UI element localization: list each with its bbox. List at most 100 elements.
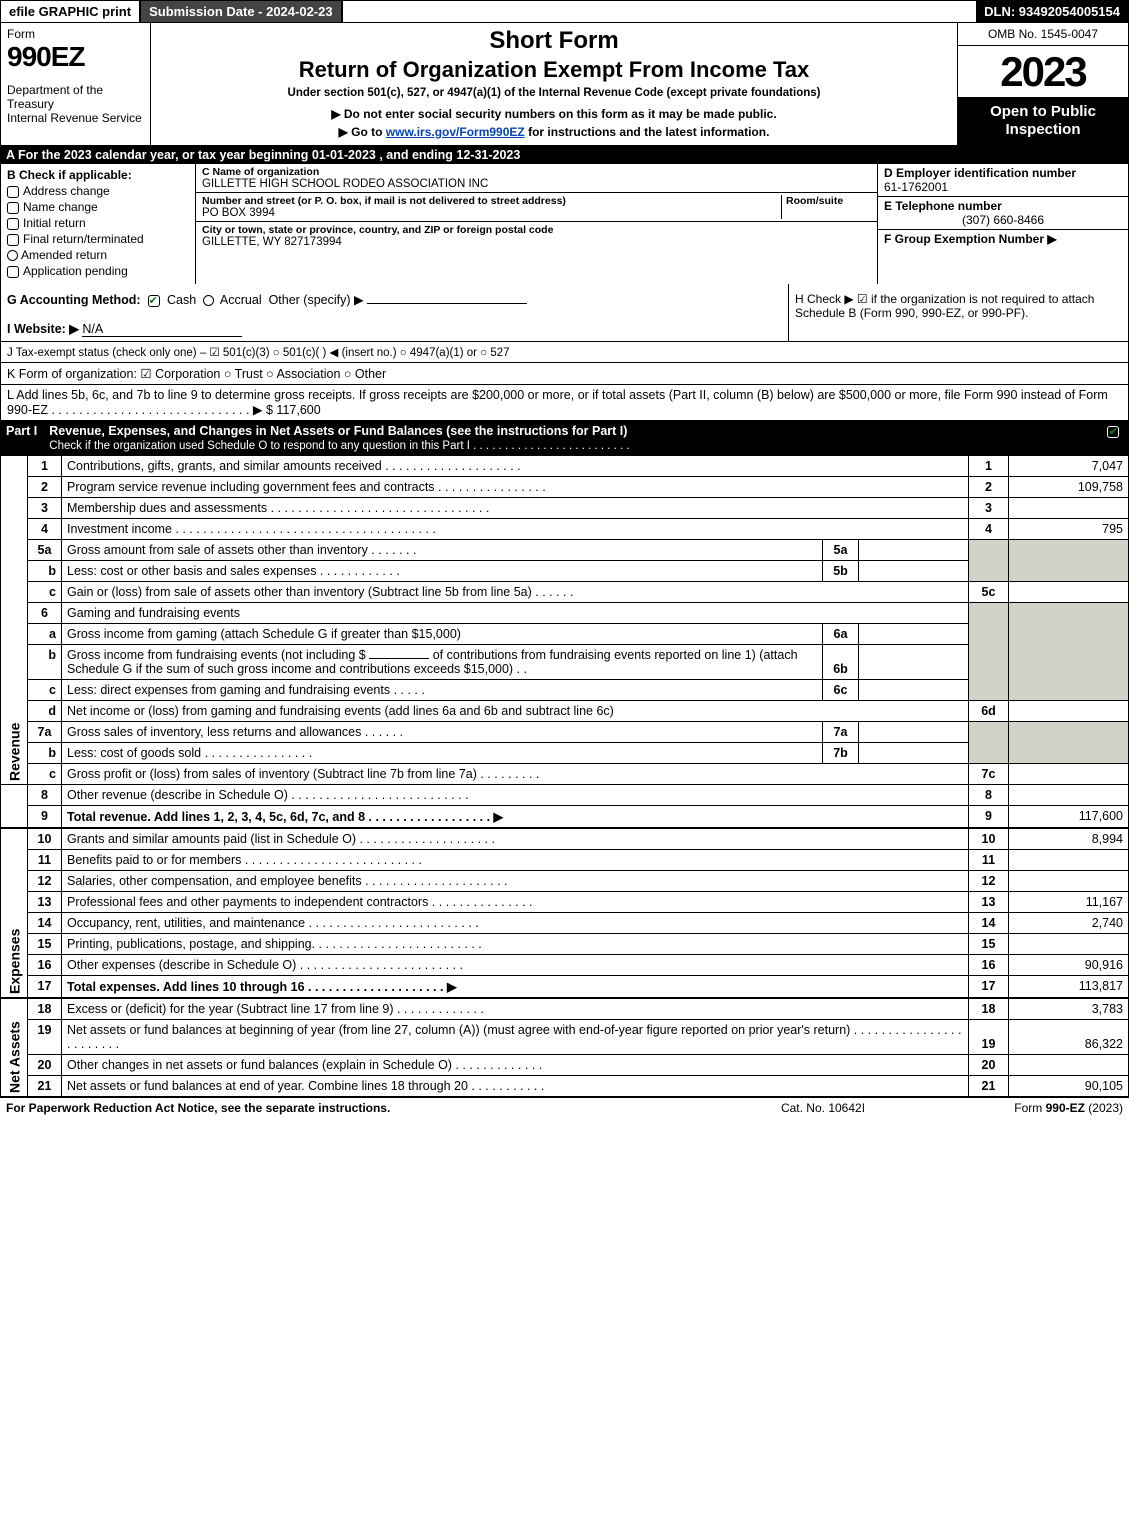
rln-4: 4 [969,519,1009,540]
ln-5c: c [28,582,62,603]
netassets-side-label: Net Assets [1,999,28,1097]
desc-1: Contributions, gifts, grants, and simila… [62,456,969,477]
mln-6a: 6a [823,624,859,645]
rln-10: 10 [969,829,1009,850]
rln-6d: 6d [969,701,1009,722]
desc-4: Investment income . . . . . . . . . . . … [62,519,969,540]
mval-6a [859,624,969,645]
desc-14: Occupancy, rent, utilities, and maintena… [62,913,969,934]
ein-value: 61-1762001 [884,180,1122,194]
line-l-value: 117,600 [276,403,320,417]
desc-6a: Gross income from gaming (attach Schedul… [62,624,823,645]
ln-20: 20 [28,1055,62,1076]
c-name-label: C Name of organization [202,166,871,178]
ln-14: 14 [28,913,62,934]
form-number: 990EZ [7,41,144,73]
room-label: Room/suite [786,195,871,207]
spacer [343,1,977,22]
rln-18: 18 [969,999,1009,1020]
desc-20: Other changes in net assets or fund bala… [62,1055,969,1076]
chk-amended-return[interactable]: Amended return [7,248,189,262]
mval-7b [859,743,969,764]
chk-accrual[interactable] [203,295,214,306]
ln-6: 6 [28,603,62,624]
rln-7c: 7c [969,764,1009,785]
revenue-side-label-2 [1,785,28,828]
efile-print-link[interactable]: efile GRAPHIC print [1,1,139,22]
desc-19: Net assets or fund balances at beginning… [62,1020,969,1055]
revenue-table: Revenue 1 Contributions, gifts, grants, … [0,455,1129,828]
ln-11: 11 [28,850,62,871]
mval-6c [859,680,969,701]
goto-pre: ▶ Go to [339,125,386,139]
line-a: A For the 2023 calendar year, or tax yea… [0,146,1129,164]
val-17: 113,817 [1009,976,1129,998]
val-7c [1009,764,1129,785]
rln-21: 21 [969,1076,1009,1097]
val-21: 90,105 [1009,1076,1129,1097]
ln-5b: b [28,561,62,582]
footer-left: For Paperwork Reduction Act Notice, see … [6,1101,723,1115]
ln-2: 2 [28,477,62,498]
rln-8: 8 [969,785,1009,806]
ln-7b: b [28,743,62,764]
section-bcdef: B Check if applicable: Address change Na… [0,164,1129,284]
rln-20: 20 [969,1055,1009,1076]
g-label: G Accounting Method: [7,293,141,307]
ln-5a: 5a [28,540,62,561]
desc-3: Membership dues and assessments . . . . … [62,498,969,519]
desc-10: Grants and similar amounts paid (list in… [62,829,969,850]
chk-final-return[interactable]: Final return/terminated [7,232,189,246]
chk-name-change[interactable]: Name change [7,200,189,214]
submission-date: Submission Date - 2024-02-23 [139,1,343,22]
rln-12: 12 [969,871,1009,892]
return-title: Return of Organization Exempt From Incom… [155,57,953,83]
accrual-label: Accrual [220,293,262,307]
irs-link[interactable]: www.irs.gov/Form990EZ [386,125,525,139]
chk-cash[interactable] [148,295,160,307]
desc-7c: Gross profit or (loss) from sales of inv… [62,764,969,785]
part-i-checkbox[interactable] [1093,424,1123,452]
mval-5a [859,540,969,561]
desc-11: Benefits paid to or for members . . . . … [62,850,969,871]
ln-12: 12 [28,871,62,892]
desc-5a: Gross amount from sale of assets other t… [62,540,823,561]
rln-15: 15 [969,934,1009,955]
desc-7a: Gross sales of inventory, less returns a… [62,722,823,743]
revenue-side-label: Revenue [1,456,28,785]
expenses-side-label: Expenses [1,829,28,998]
desc-9: Total revenue. Add lines 1, 2, 3, 4, 5c,… [62,806,969,828]
shade-val-7ab [1009,722,1129,764]
ln-6d: d [28,701,62,722]
top-bar: efile GRAPHIC print Submission Date - 20… [0,0,1129,23]
goto-line: ▶ Go to www.irs.gov/Form990EZ for instru… [155,125,953,139]
mval-7a [859,722,969,743]
val-3 [1009,498,1129,519]
val-4: 795 [1009,519,1129,540]
line-l: L Add lines 5b, 6c, and 7b to line 9 to … [0,385,1129,421]
chk-address-change[interactable]: Address change [7,184,189,198]
form-header: Form 990EZ Department of the Treasury In… [0,23,1129,146]
val-9: 117,600 [1009,806,1129,828]
desc-13: Professional fees and other payments to … [62,892,969,913]
other-specify-input[interactable] [367,303,527,304]
mln-7b: 7b [823,743,859,764]
desc-5c: Gain or (loss) from sale of assets other… [62,582,969,603]
rln-3: 3 [969,498,1009,519]
ln-6c: c [28,680,62,701]
e-label: E Telephone number [884,199,1122,213]
contrib-blank[interactable] [369,658,429,659]
mln-6c: 6c [823,680,859,701]
line-h: H Check ▶ ☑ if the organization is not r… [788,284,1128,341]
shade-7ab [969,722,1009,764]
val-19: 86,322 [1009,1020,1129,1055]
desc-15: Printing, publications, postage, and shi… [62,934,969,955]
val-20 [1009,1055,1129,1076]
chk-application-pending[interactable]: Application pending [7,264,189,278]
mln-6b: 6b [823,645,859,680]
ln-9: 9 [28,806,62,828]
val-10: 8,994 [1009,829,1129,850]
chk-initial-return[interactable]: Initial return [7,216,189,230]
dept-treasury: Department of the Treasury [7,83,144,111]
line-l-text: L Add lines 5b, 6c, and 7b to line 9 to … [7,388,1108,417]
